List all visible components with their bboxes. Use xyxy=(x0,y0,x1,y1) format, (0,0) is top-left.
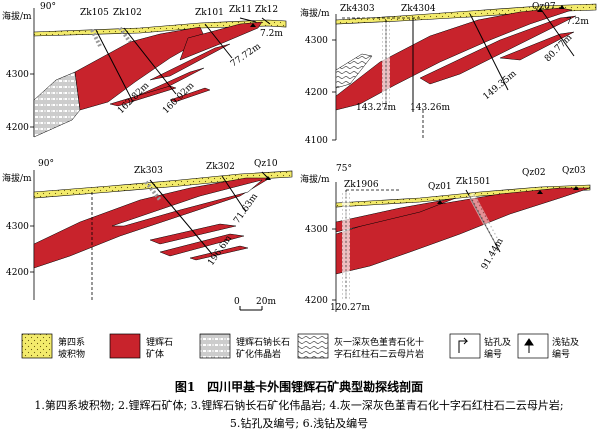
legend-5-line2: 编号 xyxy=(484,348,502,360)
axis-tick-4200: 4200 xyxy=(305,88,328,98)
hole-label-zk4304: Zk4304 xyxy=(401,4,436,14)
pegmatite-body xyxy=(33,71,81,138)
ore-body xyxy=(499,31,575,61)
quaternary-layer xyxy=(335,184,591,208)
ore-body xyxy=(189,245,249,261)
section-panel-a: 海拔/m 90° 4300 4200 Zk105 Zk102 Zk101 Zk1… xyxy=(2,2,287,138)
ore-body xyxy=(111,179,263,227)
hole-label-zk303: Zk303 xyxy=(134,166,163,176)
shallow-drill-markers xyxy=(250,5,579,204)
legend-1-line1: 第四系 xyxy=(58,336,85,348)
section-panel-c: 海拔/m 90° 4300 4200 Zk303 Zk302 Qz10 71.6… xyxy=(2,159,293,311)
depth-label: 7.2m xyxy=(566,17,589,27)
shallow-drill-icon xyxy=(559,5,565,9)
axis-tick-4100: 4100 xyxy=(305,136,328,146)
legend-swatch-quaternary xyxy=(21,333,53,359)
hole-label-zk302: Zk302 xyxy=(206,162,235,172)
legend-4-line2: 字石红柱石二云母片岩 xyxy=(334,348,424,360)
axis-tick-4300: 4300 xyxy=(6,70,29,80)
hole-label-zk102: Zk102 xyxy=(113,8,142,18)
hole-label-zk4303: Zk4303 xyxy=(340,4,375,14)
section-panel-b: 海拔/m 4300 4200 4100 Zk4303 Zk4304 Qz07 1… xyxy=(300,2,597,146)
axis-tick-4200: 4200 xyxy=(6,268,29,278)
legend-swatch-pegmatite xyxy=(199,333,231,359)
hole-label-zk101: Zk101 xyxy=(195,8,224,18)
ore-body xyxy=(169,87,211,103)
legend-swatch-schist xyxy=(297,333,329,359)
shallow-drill-icon xyxy=(250,23,256,27)
borehole-icon xyxy=(458,337,469,353)
hole-label-qz07: Qz07 xyxy=(532,2,556,12)
depth-label: 143.26m xyxy=(410,103,450,113)
hole-label-qz01: Qz01 xyxy=(428,182,452,192)
figure-caption: 图1 四川甲基卡外围锂辉石矿典型勘探线剖面 xyxy=(174,380,424,394)
legend-1-line2: 坡积物 xyxy=(58,348,85,360)
elevation-title: 海拔/m xyxy=(2,172,32,184)
ore-body xyxy=(179,21,263,61)
legend-5-line1: 钻孔及 xyxy=(484,336,511,348)
legend-3-line1: 锂辉石钠长石 xyxy=(236,336,290,348)
ore-body xyxy=(159,233,245,257)
legend-swatch-borehole xyxy=(449,333,481,359)
depth-label: 120.27m xyxy=(330,303,370,313)
hole-label-zk12: Zk12 xyxy=(255,5,278,15)
legend-6-line2: 编号 xyxy=(552,348,570,360)
hole-label-qz10: Qz10 xyxy=(254,159,278,169)
axis-tick-4200: 4200 xyxy=(305,296,328,306)
azimuth-label: 90° xyxy=(38,159,54,169)
shallow-drill-icon xyxy=(265,176,271,180)
figure-notes-line-1: 1.第四系坡积物; 2.锂辉石矿体; 3.锂辉石钠长石矿化伟晶岩; 4.灰一深灰… xyxy=(34,399,564,412)
hole-label-zk1906: Zk1906 xyxy=(344,180,379,190)
elevation-title: 海拔/m xyxy=(2,10,32,22)
axis-tick-4300: 4300 xyxy=(305,36,328,46)
legend-swatch-shallow-drill xyxy=(517,333,549,359)
azimuth-label: 75° xyxy=(336,164,352,174)
ore-body xyxy=(419,15,577,85)
shallow-drill-icon xyxy=(537,190,543,194)
elevation-title: 海拔/m xyxy=(300,173,330,185)
legend-swatch-ore xyxy=(109,333,141,359)
axis-tick-4300: 4300 xyxy=(6,222,29,232)
figure-notes-line-2: 5.钻孔及编号; 6.浅钻及编号 xyxy=(229,417,369,430)
shallow-drill-icon xyxy=(537,8,543,12)
azimuth-label: 90° xyxy=(40,2,56,12)
depth-label: 143.27m xyxy=(356,103,396,113)
hole-label-zk105: Zk105 xyxy=(80,8,109,18)
shallow-drill-icon xyxy=(437,200,443,204)
ore-body xyxy=(335,7,573,111)
depth-label: 7.2m xyxy=(260,29,283,39)
hole-label-qz03: Qz03 xyxy=(562,166,586,176)
legend-2-line2: 矿体 xyxy=(146,348,164,360)
ore-body xyxy=(335,197,457,233)
legend-2-line1: 锂辉石 xyxy=(146,336,173,348)
legend: 第四系 坡积物 锂辉石 矿体 锂辉石钠长石 矿化伟晶岩 灰一深灰色堇青石化十 字… xyxy=(21,333,579,360)
scale-start: 0 xyxy=(234,297,240,307)
scale-end: 20m xyxy=(256,297,276,307)
hole-label-zk1501: Zk1501 xyxy=(456,177,491,187)
shallow-drill-icon xyxy=(573,186,579,190)
axis-tick-4200: 4200 xyxy=(6,123,29,133)
legend-4-line1: 灰一深灰色堇青石化十 xyxy=(334,336,424,348)
hole-label-qz02: Qz02 xyxy=(522,168,546,178)
hole-label-zk11: Zk11 xyxy=(229,5,252,15)
shallow-drill-icon xyxy=(524,338,534,353)
elevation-title: 海拔/m xyxy=(300,7,330,19)
ore-body xyxy=(109,85,177,107)
schist-zone xyxy=(335,53,373,89)
quaternary-layer xyxy=(335,3,597,25)
axis-tick-4300: 4300 xyxy=(305,225,328,235)
ore-body xyxy=(149,223,237,245)
legend-3-line2: 矿化伟晶岩 xyxy=(236,348,281,360)
depth-label: 77.72m xyxy=(229,41,263,69)
section-panel-d: 海拔/m 75° 4300 4200 Zk1906 Qz01 Zk1501 Qz… xyxy=(300,164,591,313)
quaternary-layer xyxy=(33,170,293,199)
legend-6-line1: 浅钻及 xyxy=(552,336,579,348)
